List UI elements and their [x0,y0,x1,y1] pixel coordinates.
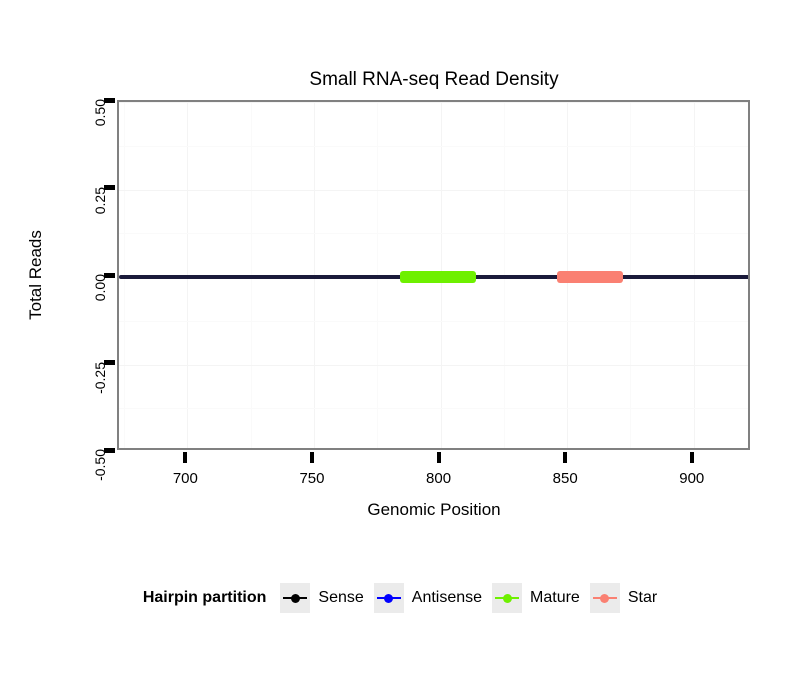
y-tick-mark [104,360,115,365]
plot-area [119,102,748,448]
y-tick-label: 0.25 [92,186,108,214]
legend-entry-label: Sense [318,589,364,606]
y-tick-label: 0.00 [92,274,108,302]
legend-entry-label: Star [627,589,658,606]
legend-entry-antisense[interactable]: Antisense [373,583,483,613]
x-tick-label: 800 [426,470,452,487]
y-tick-mark [104,272,115,278]
gridline-major-horizontal [119,189,748,191]
y-axis-title: Total Reads [26,230,45,320]
legend: Hairpin partition Sense Antisense Mature St… [0,580,810,616]
gridline-minor-horizontal [119,233,748,235]
plot-panel [117,100,750,450]
legend-title: Hairpin partition [142,589,267,606]
legend-key-star [589,583,620,613]
legend-key-mature [492,583,523,613]
y-tick-mark [104,447,115,453]
legend-entry-label: Antisense [411,589,483,606]
legend-entries: Sense Antisense Mature Star [280,583,667,613]
y-tick-label: 0.50 [92,99,108,127]
x-tick-mark [563,452,568,463]
x-tick-label: 900 [679,470,705,487]
x-tick-label: 850 [552,470,578,487]
x-tick-mark [436,452,441,463]
legend-key-point [290,593,300,603]
gridline-minor-horizontal [119,145,748,147]
x-tick-label: 750 [299,470,325,487]
legend-key-point [600,593,610,603]
x-tick-mark [309,452,314,463]
gridline-major-horizontal [119,364,748,366]
y-tick-mark [104,97,115,103]
x-tick-label: 700 [172,470,198,487]
y-tick-label: -0.25 [92,361,108,394]
legend-entry-mature[interactable]: Mature [492,583,580,613]
legend-key-antisense [373,583,404,613]
legend-key-sense [280,583,311,613]
legend-key-point [502,593,512,603]
y-tick-mark [104,185,115,190]
series-segment-star [557,271,623,283]
x-tick-mark [183,452,188,463]
gridline-minor-horizontal [119,320,748,322]
legend-entry-sense[interactable]: Sense [280,583,364,613]
chart-title: Small RNA-seq Read Density [309,69,559,90]
gridline-minor-horizontal [119,408,748,410]
gridline-major-horizontal [119,102,748,103]
y-tick-label: -0.50 [92,449,108,481]
legend-entry-label: Mature [530,589,580,606]
legend-entry-star[interactable]: Star [589,583,658,613]
x-axis-title: Genomic Position [367,500,501,519]
series-segment-mature [400,271,476,283]
x-tick-mark [689,452,694,463]
legend-key-point [384,593,394,603]
